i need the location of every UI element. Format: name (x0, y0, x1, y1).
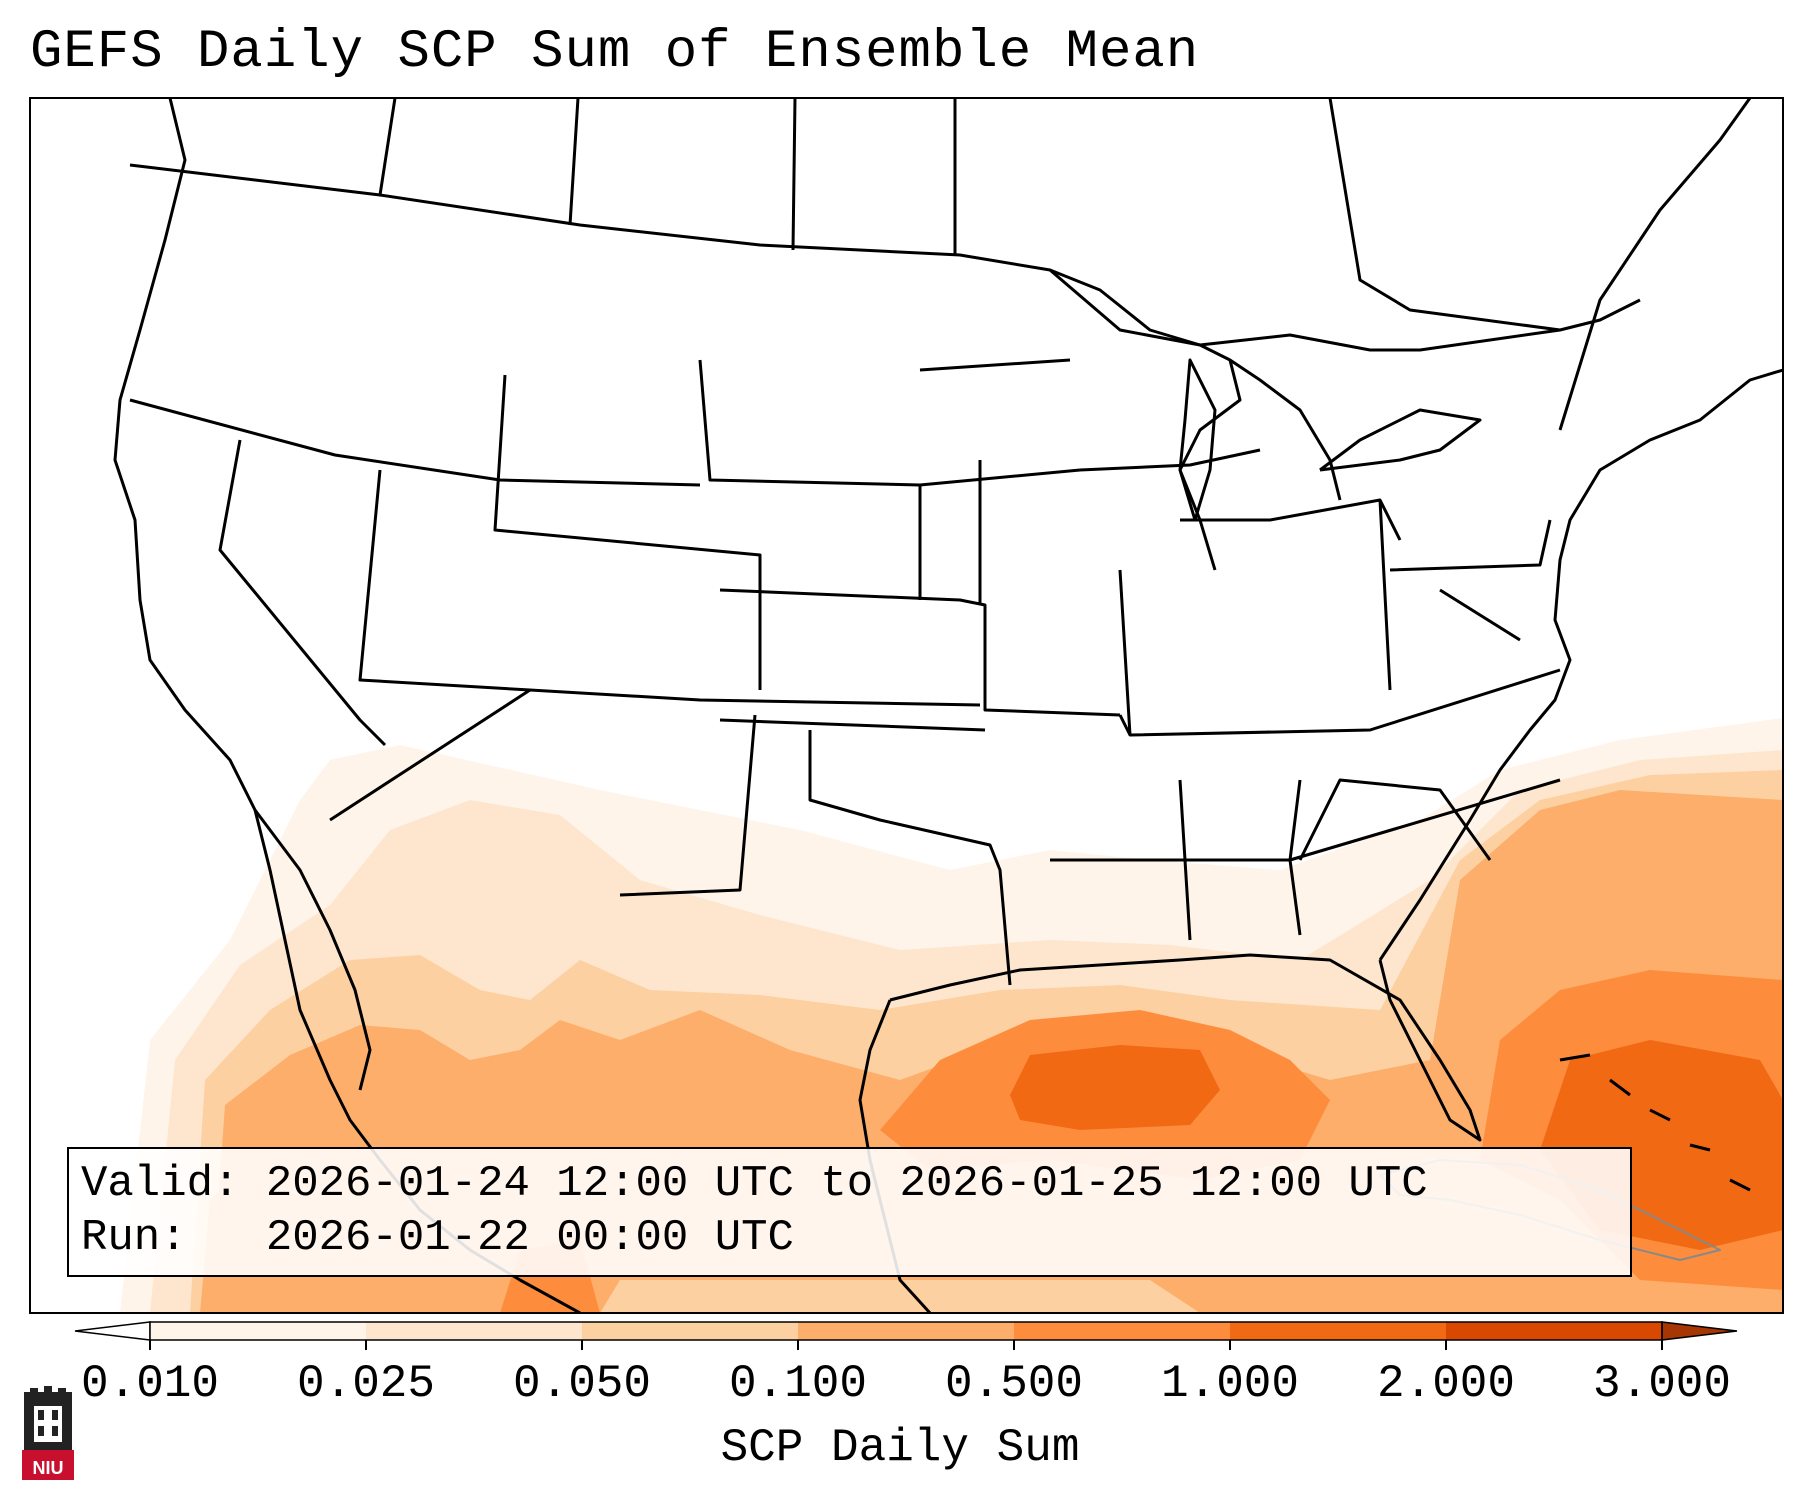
map-title: GEFS Daily SCP Sum of Ensemble Mean (30, 22, 1200, 83)
lake-michigan (1178, 358, 1217, 522)
colorbar-tick-label: 0.010 (80, 1358, 220, 1410)
scp-level-6 (1010, 1045, 1220, 1130)
colorbar-tick-label: 3.000 (1592, 1358, 1732, 1410)
valid-run-box: Valid: 2026-01-24 12:00 UTC to 2026-01-2… (67, 1147, 1632, 1277)
colorbar-tick-label: 1.000 (1160, 1358, 1300, 1410)
colorbar-segment (582, 1322, 799, 1340)
colorbar-segment (798, 1322, 1015, 1340)
valid-value: 2026-01-24 12:00 UTC to 2026-01-25 12:00… (265, 1159, 1428, 1209)
colorbar-segment (150, 1322, 367, 1340)
us-canada-border (129, 163, 1641, 352)
run-value: 2026-01-22 00:00 UTC (265, 1213, 794, 1263)
colorbar-tick-label: 0.100 (728, 1358, 868, 1410)
valid-row: Valid: 2026-01-24 12:00 UTC to 2026-01-2… (81, 1157, 1618, 1211)
state-lines-east (1050, 448, 1561, 941)
map-frame (29, 97, 1784, 1314)
colorbar-segment (366, 1322, 583, 1340)
great-lakes (1049, 268, 1482, 571)
colorbar (74, 1321, 1738, 1350)
colorbar-over-extension (1661, 1321, 1738, 1341)
gulf-coast-line (889, 953, 1482, 1142)
colorbar-tick-label: 0.025 (296, 1358, 436, 1410)
canada-province-lines (378, 98, 1561, 332)
colorbar-tick-label: 0.500 (944, 1358, 1084, 1410)
colorbar-tick-label: 0.050 (512, 1358, 652, 1410)
colorbar-segment (1230, 1322, 1447, 1340)
state-lines-central (619, 358, 1121, 986)
colorbar-frame (149, 1321, 1663, 1341)
colorbar-label: SCP Daily Sum (720, 1422, 1080, 1474)
run-row: Run: 2026-01-22 00:00 UTC (81, 1211, 1618, 1265)
colorbar-segment (1014, 1322, 1231, 1340)
canada-coast-east (1558, 98, 1752, 431)
run-label: Run: (81, 1213, 187, 1263)
baja-peninsula (253, 809, 372, 1091)
colorbar-segment (1446, 1322, 1663, 1340)
colorbar-under-extension (74, 1321, 151, 1341)
niu-logo-text: NIU (33, 1458, 64, 1478)
colorbar-tick-label: 2.000 (1376, 1358, 1516, 1410)
state-lines-west (129, 359, 981, 822)
bahamas-islands (1559, 1053, 1751, 1192)
niu-logo-icon: NIU (20, 1386, 76, 1487)
valid-label: Valid: (81, 1159, 240, 1209)
